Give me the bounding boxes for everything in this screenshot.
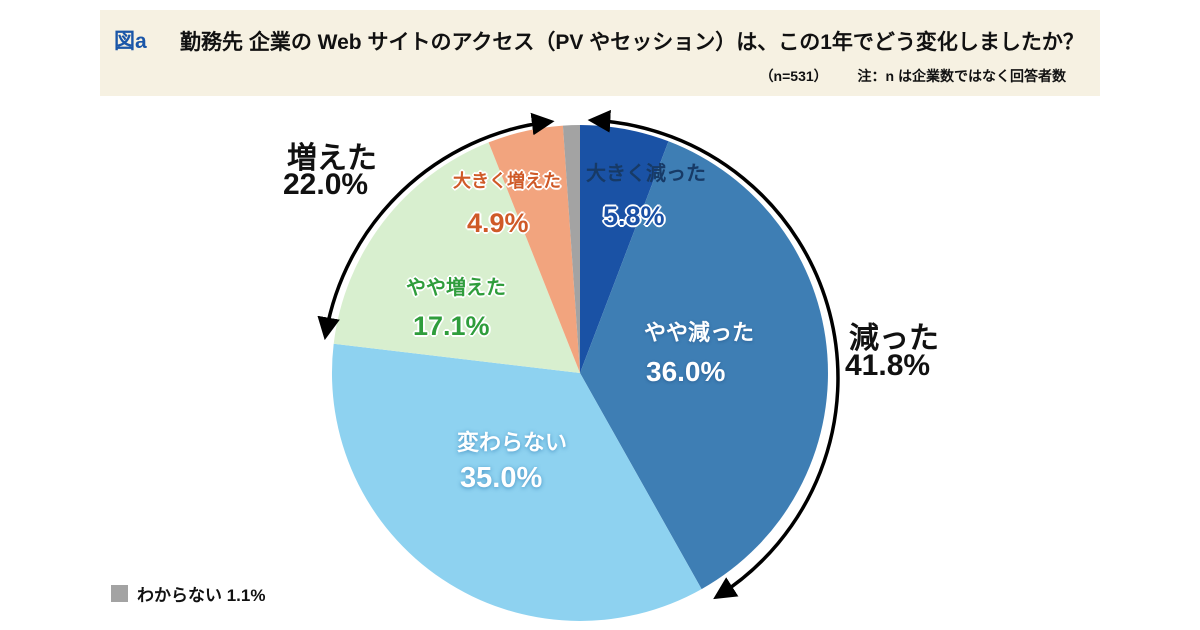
group-arrow-left [317, 112, 555, 341]
chart-title: 勤務先 企業の Web サイトのアクセス（PV やセッション）は、この1年でどう… [180, 31, 1084, 54]
group-label-hetta: 減った [849, 322, 939, 355]
slice-value-kawaranai: 35.0% [460, 462, 543, 494]
group-value-hetta: 41.8% [845, 349, 931, 382]
slice-label-yaya-hetta: やや減った [644, 320, 755, 345]
group-label-fueta: 増えた [287, 142, 377, 175]
sample-note: （n=531） 注：n は企業数ではなく回答者数 [760, 66, 1066, 86]
slice-value-ookiku-fueta: 4.9% [467, 208, 529, 238]
slice-label-ookiku-fueta: 大きく増えた [453, 171, 561, 191]
sample-size: （n=531） [759, 68, 828, 84]
slice-label-ookiku-hetta: 大きく減った [586, 163, 706, 185]
header-band: 図a 勤務先 企業の Web サイトのアクセス（PV やセッション）は、この1年… [100, 10, 1100, 96]
slice-label-yaya-fueta: やや増えた [406, 277, 506, 299]
slice-value-yaya-hetta: 36.0% [646, 356, 726, 387]
pie-slice-5 [562, 125, 580, 373]
slice-value-yaya-fueta: 17.1% [413, 311, 490, 341]
group-arrows [317, 109, 840, 600]
figure-label: 図a [114, 30, 147, 53]
pie-slices [331, 124, 828, 621]
legend-swatch [111, 585, 128, 602]
note-text: 注：n は企業数ではなく回答者数 [857, 68, 1066, 84]
legend-label: わからない 1.1% [137, 586, 266, 605]
slice-label-kawaranai: 変わらない [457, 430, 568, 455]
slice-value-ookiku-hetta: 5.8% [603, 201, 665, 231]
group-value-fueta: 22.0% [283, 168, 369, 201]
group-arrow-right [587, 109, 840, 600]
legend: わからない 1.1% [111, 581, 265, 606]
